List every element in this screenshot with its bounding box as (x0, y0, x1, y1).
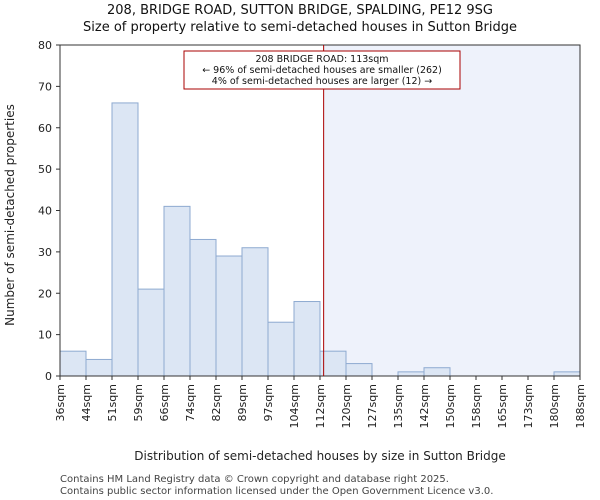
annotation-line-3: 4% of semi-detached houses are larger (1… (212, 76, 432, 87)
x-tick-label: 36sqm (54, 384, 67, 421)
bar-51sqm (111, 102, 139, 377)
x-tick-label: 173sqm (522, 384, 535, 428)
bar-104sqm (293, 301, 321, 377)
x-tick-label: 51sqm (106, 384, 119, 421)
chart-subtitle: Size of property relative to semi-detach… (83, 20, 517, 35)
bar-82sqm (215, 255, 243, 377)
chart-title: 208, BRIDGE ROAD, SUTTON BRIDGE, SPALDIN… (107, 3, 493, 18)
bar-180sqm (553, 371, 581, 377)
bars-group (59, 102, 581, 377)
footer-line-1: Contains HM Land Registry data © Crown c… (60, 474, 449, 485)
bar-74sqm (189, 238, 217, 377)
x-tick-label: 97sqm (262, 384, 275, 421)
footer-line-2: Contains public sector information licen… (60, 486, 493, 497)
x-tick-label: 188sqm (574, 384, 587, 428)
bar-66sqm (163, 205, 191, 377)
y-tick-label: 30 (38, 246, 52, 259)
x-tick-label: 66sqm (158, 384, 171, 421)
annotation-box: 208 BRIDGE ROAD: 113sqm ← 96% of semi-de… (183, 50, 461, 90)
x-tick-label: 89sqm (236, 384, 249, 421)
bar-44sqm (85, 358, 113, 377)
y-tick-label: 80 (38, 39, 52, 52)
x-tick-label: 44sqm (80, 384, 93, 421)
x-tick-label: 82sqm (210, 384, 223, 421)
y-axis-ticks: 0 10 20 30 40 50 60 70 80 (38, 39, 60, 383)
y-tick-label: 70 (38, 80, 52, 93)
x-tick-label: 158sqm (470, 384, 483, 428)
x-tick-label: 127sqm (366, 384, 379, 428)
bar-97sqm (267, 321, 295, 377)
annotation-line-2: ← 96% of semi-detached houses are smalle… (202, 65, 442, 76)
y-tick-label: 50 (38, 163, 52, 176)
bar-135sqm (397, 371, 425, 377)
larger-region-background (323, 45, 580, 376)
y-tick-label: 40 (38, 205, 52, 218)
annotation-line-1: 208 BRIDGE ROAD: 113sqm (255, 54, 388, 65)
x-axis-ticks: 36sqm 44sqm 51sqm 59sqm 66sqm 74sqm 82sqm 89sqm… (54, 376, 587, 428)
y-tick-label: 10 (38, 329, 52, 342)
y-tick-label: 0 (45, 370, 52, 383)
bar-142sqm (423, 367, 451, 377)
bar-36sqm (59, 350, 87, 377)
x-axis-label: Distribution of semi-detached houses by … (134, 449, 505, 463)
x-tick-label: 142sqm (418, 384, 431, 428)
x-tick-label: 180sqm (548, 384, 561, 428)
y-tick-label: 20 (38, 287, 52, 300)
x-tick-label: 112sqm (314, 384, 327, 428)
x-tick-label: 74sqm (184, 384, 197, 421)
y-axis-label: Number of semi-detached properties (3, 104, 17, 326)
x-tick-label: 104sqm (288, 384, 301, 428)
x-tick-label: 150sqm (444, 384, 457, 428)
bar-59sqm (137, 288, 165, 377)
y-tick-label: 60 (38, 122, 52, 135)
x-tick-label: 59sqm (132, 384, 145, 421)
bar-120sqm (345, 363, 373, 377)
x-tick-label: 165sqm (496, 384, 509, 428)
bar-112sqm (319, 350, 347, 377)
annotation-frame (183, 50, 461, 90)
x-tick-label: 135sqm (392, 384, 405, 428)
bar-89sqm (241, 247, 269, 377)
x-tick-label: 120sqm (340, 384, 353, 428)
